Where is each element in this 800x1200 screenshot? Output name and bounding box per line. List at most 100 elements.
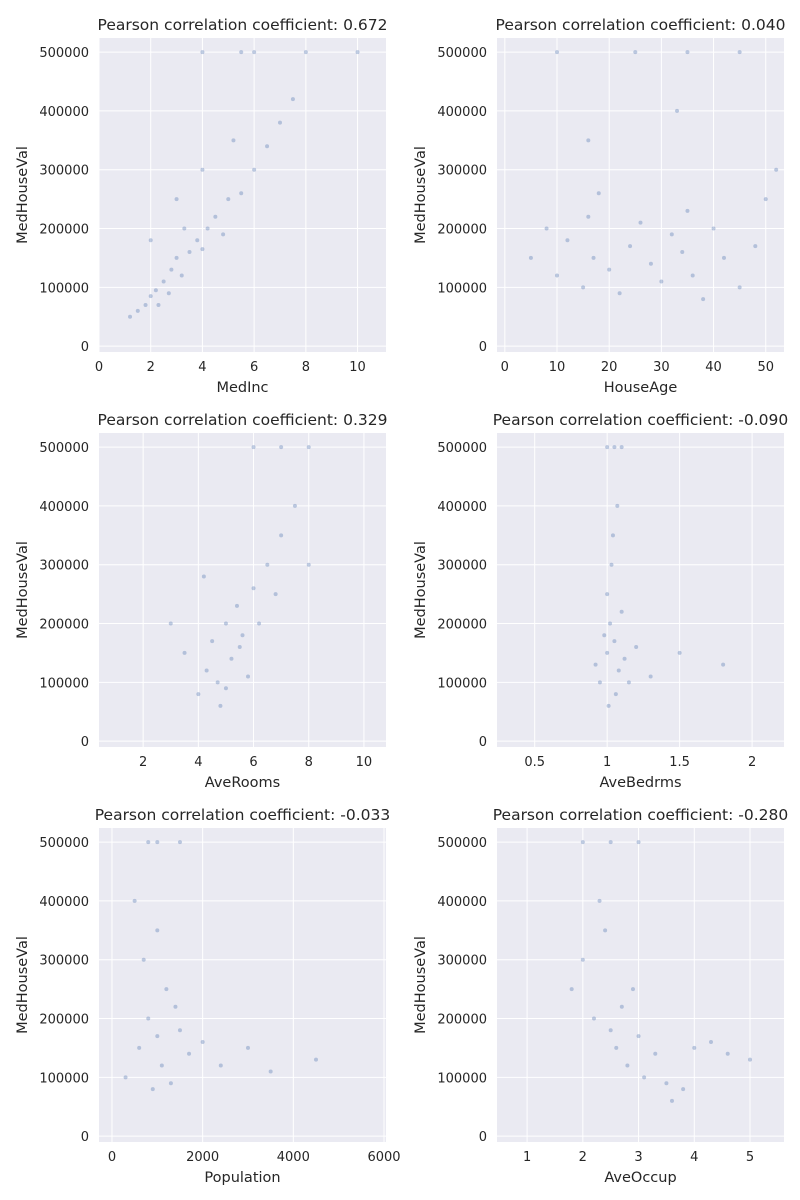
data-point: [245, 1045, 250, 1050]
plot-area: [497, 38, 784, 352]
y-tick-label: 400000: [437, 895, 487, 910]
data-point: [252, 167, 257, 172]
data-point: [148, 238, 153, 243]
data-point: [251, 586, 256, 591]
data-point: [619, 445, 624, 450]
data-point: [596, 191, 601, 196]
subplot-title: Pearson correlation coefficient: 0.672: [98, 16, 388, 34]
y-tick-label: 0: [81, 1130, 89, 1145]
data-point: [128, 314, 133, 319]
subplot-4: 0.5 1 1.5 2 0 100000 200000 300000 400000 500000 P…: [413, 411, 788, 791]
data-point: [237, 645, 242, 650]
data-point: [277, 120, 282, 125]
data-point: [555, 273, 560, 278]
data-point: [174, 197, 179, 202]
x-tick-label: 2: [579, 1150, 587, 1165]
data-point: [606, 703, 611, 708]
y-tick-label: 100000: [39, 676, 89, 691]
x-tick-label: 40: [705, 360, 722, 375]
data-point: [634, 645, 639, 650]
data-point: [619, 1004, 624, 1009]
data-point: [205, 226, 210, 231]
y-tick-label: 100000: [437, 676, 487, 691]
data-point: [721, 662, 726, 667]
data-point: [246, 674, 251, 679]
data-point: [774, 167, 779, 172]
data-point: [555, 50, 560, 55]
data-point: [648, 261, 653, 266]
data-point: [218, 1063, 223, 1068]
y-tick-label: 300000: [39, 164, 89, 179]
data-point: [625, 1063, 630, 1068]
y-tick-label: 300000: [39, 954, 89, 969]
x-tick-label: 6000: [367, 1150, 400, 1165]
data-point: [653, 1051, 658, 1056]
data-point: [187, 1051, 192, 1056]
x-tick-label: 30: [653, 360, 670, 375]
data-point: [161, 279, 166, 284]
y-tick-label: 100000: [437, 281, 487, 296]
data-point: [593, 662, 598, 667]
data-point: [613, 692, 618, 697]
data-point: [169, 267, 174, 272]
x-tick-label: 4: [194, 755, 202, 770]
data-point: [664, 1081, 669, 1086]
data-point: [690, 273, 695, 278]
y-tick-label: 200000: [39, 1013, 89, 1028]
x-tick-label: 2: [139, 755, 147, 770]
x-axis-label: Population: [204, 1170, 280, 1186]
scatter-points: [123, 840, 318, 1092]
x-tick-label: 0: [501, 360, 509, 375]
data-point: [213, 214, 218, 219]
data-point: [279, 445, 284, 450]
x-tick-label: 4000: [277, 1150, 310, 1165]
data-point: [155, 928, 160, 933]
data-point: [607, 267, 612, 272]
data-point: [132, 898, 137, 903]
data-point: [633, 50, 638, 55]
data-point: [630, 987, 635, 992]
data-point: [597, 898, 602, 903]
y-tick-label: 0: [479, 735, 487, 750]
data-point: [201, 574, 206, 579]
y-tick-label: 500000: [39, 441, 89, 456]
data-point: [680, 250, 685, 255]
y-tick-label: 100000: [437, 1071, 487, 1086]
plot-area: [497, 828, 784, 1142]
data-point: [226, 197, 231, 202]
subplot-6: 1 2 3 4 5 0 100000 200000 300000 400000 500000 Pear…: [413, 806, 788, 1186]
data-point: [210, 639, 215, 644]
y-tick-label: 100000: [39, 1071, 89, 1086]
data-point: [239, 50, 244, 55]
data-point: [615, 503, 620, 508]
data-point: [177, 1028, 182, 1033]
data-point: [143, 302, 148, 307]
x-tick-label: 50: [757, 360, 774, 375]
data-point: [725, 1051, 730, 1056]
plot-area: [99, 38, 386, 352]
data-point: [605, 592, 610, 597]
data-point: [200, 247, 205, 252]
data-point: [608, 621, 613, 626]
data-point: [737, 50, 742, 55]
y-tick-label: 0: [479, 340, 487, 355]
x-tick-label: 0: [108, 1150, 116, 1165]
x-tick-label: 10: [349, 360, 366, 375]
y-tick-label: 300000: [437, 164, 487, 179]
data-point: [737, 285, 742, 290]
data-point: [569, 987, 574, 992]
data-point: [168, 1081, 173, 1086]
data-point: [642, 1075, 647, 1080]
data-point: [164, 987, 169, 992]
data-point: [273, 592, 278, 597]
y-axis-label: MedHouseVal: [15, 541, 31, 639]
x-tick-label: 20: [601, 360, 618, 375]
data-point: [685, 50, 690, 55]
data-point: [146, 1016, 151, 1021]
data-point: [616, 668, 621, 673]
data-point: [748, 1057, 753, 1062]
subplot-3: 2 4 6 8 10 0 100000 200000 300000 400000 500000 Pea…: [15, 411, 387, 791]
x-tick-label: 4: [198, 360, 206, 375]
data-point: [528, 255, 533, 260]
data-point: [636, 840, 641, 845]
